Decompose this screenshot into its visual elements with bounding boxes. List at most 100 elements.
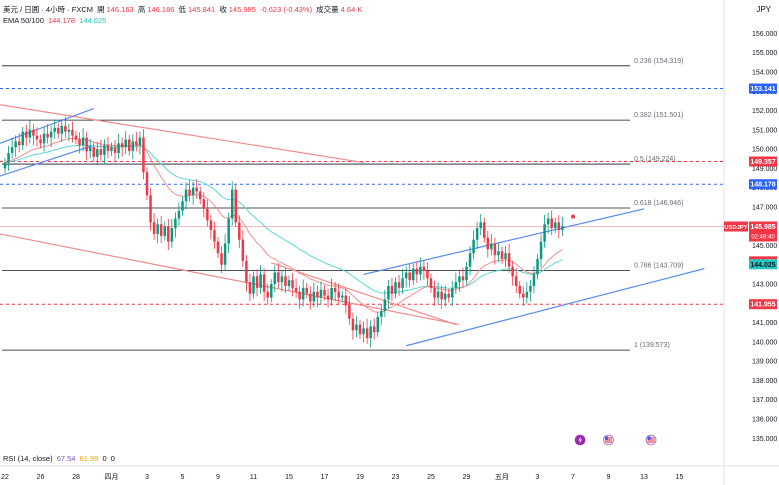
candle-body	[355, 324, 358, 331]
y-tick-label: 138.000	[752, 378, 777, 385]
close-label: 收	[219, 5, 227, 14]
flag-stripe	[605, 437, 612, 439]
candle-body	[174, 218, 177, 229]
candle-body	[291, 280, 294, 288]
fib-level-label: 0.382 (151.501)	[634, 112, 683, 119]
x-tick-label: 29	[463, 474, 471, 481]
candle-body	[326, 295, 330, 300]
candle-body	[110, 147, 113, 152]
candle-body	[529, 285, 532, 292]
candle-body	[408, 272, 411, 281]
candle-body	[156, 224, 159, 234]
open-label: 開	[97, 5, 105, 14]
candle-body	[135, 141, 138, 146]
y-tick-label: 152.000	[752, 108, 777, 115]
candle-body	[433, 287, 436, 298]
candle-body	[465, 266, 468, 281]
downtrend-line-lower	[0, 233, 460, 326]
x-tick-label: 15	[285, 474, 293, 481]
candle-body	[159, 224, 163, 236]
downtrend-line-upper	[0, 104, 364, 164]
candle-body	[525, 291, 529, 298]
candle-body	[348, 305, 351, 319]
candle-body	[394, 282, 397, 294]
candle-body	[458, 276, 461, 283]
candle-body	[131, 141, 135, 152]
rsi-value-a: 67.54	[56, 454, 76, 463]
candle-body	[117, 143, 120, 153]
fib-level-label: 0.5 (149.224)	[634, 156, 676, 163]
flag-stripe	[605, 441, 612, 443]
symbol-title[interactable]: 美元 / 日圓 · 4小時 · FXCM	[3, 5, 93, 14]
volume-label: 成交量	[316, 5, 339, 14]
candle-body	[490, 243, 493, 250]
candle-body	[209, 220, 213, 231]
candle-body	[415, 268, 419, 275]
price-tag	[749, 179, 777, 190]
candle-body	[412, 268, 415, 281]
flag-stripe	[647, 437, 655, 439]
candle-body	[522, 293, 525, 298]
candle-body	[262, 274, 266, 292]
price-tag	[749, 83, 777, 94]
price-tag-text: 144.025	[750, 262, 775, 269]
low-value: 145.841	[188, 5, 216, 14]
high-label: 高	[137, 5, 146, 14]
candle-body	[443, 293, 447, 300]
y-tick-label: 150.000	[752, 147, 777, 154]
currency-label[interactable]: JPY	[756, 5, 771, 14]
candle-body	[3, 162, 7, 169]
candle-body	[461, 276, 465, 281]
x-tick-label: 7	[571, 474, 575, 481]
candle-body	[21, 131, 24, 146]
candle-body	[397, 282, 401, 288]
candle-body	[163, 226, 166, 236]
candle-body	[252, 276, 255, 294]
candle-body	[184, 189, 188, 202]
x-tick-label: 26	[37, 474, 45, 481]
candle-body	[53, 127, 56, 132]
rsi-legend[interactable]: RSI (14, close) 67.54 61.99 0 0	[3, 454, 117, 463]
flag-stripe	[647, 441, 655, 443]
y-tick-label: 149.000	[752, 166, 777, 173]
candle-body	[436, 291, 440, 298]
candle-body	[259, 274, 262, 288]
candle-body	[230, 189, 234, 219]
candle-body	[35, 135, 39, 140]
ema50-line	[4, 137, 563, 313]
early-channel-lower	[0, 144, 94, 177]
candle-body	[493, 243, 497, 256]
candle-body	[181, 201, 184, 211]
ema-legend[interactable]: EMA 50/100 144.178 144.025	[3, 16, 108, 25]
candle-body	[238, 222, 241, 240]
candle-body	[248, 282, 252, 294]
current-price-text: 145.985	[750, 224, 775, 231]
candle-body	[550, 218, 553, 229]
candle-body	[472, 239, 475, 254]
latest-price-dot	[571, 214, 575, 219]
candle-body	[60, 125, 64, 134]
fib-level-label: 1 (139.573)	[634, 342, 670, 349]
candle-body	[319, 289, 323, 298]
candle-body	[255, 276, 259, 288]
candle-body	[138, 137, 142, 146]
candle-body	[557, 222, 561, 231]
y-tick-label: 155.000	[752, 50, 777, 57]
x-tick-label: 25	[427, 474, 435, 481]
candle-body	[483, 222, 486, 238]
candle-body	[234, 189, 237, 223]
candle-body	[85, 137, 88, 152]
current-price-tag	[749, 221, 777, 242]
candle-body	[514, 276, 518, 286]
channel-upper-line	[363, 208, 645, 275]
candle-body	[372, 326, 376, 333]
candle-body	[78, 139, 81, 146]
candle-body	[46, 133, 49, 138]
flag-canton	[647, 436, 651, 440]
y-tick-label: 137.000	[752, 397, 777, 404]
high-value: 146.186	[147, 5, 175, 14]
x-tick-label: 9	[607, 474, 611, 481]
candle-body	[543, 224, 546, 242]
candle-body	[536, 258, 539, 275]
